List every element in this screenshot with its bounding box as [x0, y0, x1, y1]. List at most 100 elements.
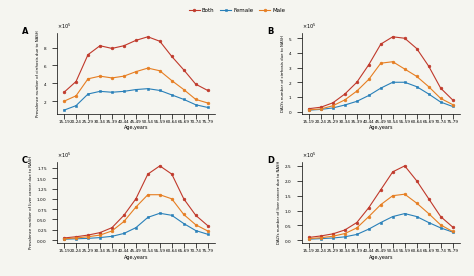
Both: [426, 197, 431, 200]
Both: [450, 225, 456, 229]
Male: [169, 197, 174, 200]
Male: [145, 193, 151, 196]
Both: [73, 235, 79, 238]
Both: [342, 228, 348, 232]
Male: [145, 67, 151, 70]
Line: Both: Both: [63, 164, 209, 239]
Male: [97, 233, 103, 237]
Both: [169, 55, 174, 58]
Both: [426, 65, 431, 68]
Female: [402, 81, 408, 84]
Both: [438, 215, 444, 218]
Male: [402, 193, 408, 196]
Male: [438, 223, 444, 227]
Male: [330, 104, 336, 107]
Male: [85, 77, 91, 81]
Female: [306, 108, 312, 112]
Both: [157, 39, 163, 43]
Male: [450, 103, 456, 106]
X-axis label: Age,years: Age,years: [124, 254, 148, 259]
Both: [390, 170, 396, 174]
Both: [342, 92, 348, 96]
Female: [318, 108, 324, 111]
X-axis label: Age,years: Age,years: [368, 125, 393, 131]
Female: [318, 237, 324, 240]
Male: [181, 213, 187, 216]
Both: [205, 89, 210, 92]
Both: [402, 37, 408, 40]
Both: [85, 233, 91, 237]
Both: [318, 234, 324, 238]
Male: [390, 60, 396, 63]
Male: [378, 62, 383, 65]
Male: [181, 88, 187, 91]
Both: [354, 221, 360, 224]
Male: [73, 236, 79, 240]
Female: [342, 235, 348, 238]
Female: [85, 237, 91, 240]
Line: Female: Female: [308, 81, 454, 112]
Female: [426, 92, 431, 96]
Both: [366, 63, 372, 66]
Female: [145, 216, 151, 219]
Female: [97, 90, 103, 93]
Both: [61, 91, 67, 94]
Female: [97, 236, 103, 239]
Male: [354, 226, 360, 230]
Both: [109, 47, 115, 50]
Male: [193, 223, 199, 226]
Female: [157, 212, 163, 215]
Text: C: C: [22, 156, 28, 165]
Line: Both: Both: [308, 35, 454, 110]
Line: Both: Both: [308, 164, 454, 239]
Female: [306, 238, 312, 241]
Both: [306, 107, 312, 110]
Line: Female: Female: [63, 87, 209, 112]
Both: [157, 164, 163, 168]
Male: [390, 194, 396, 197]
Female: [181, 222, 187, 225]
Both: [450, 98, 456, 102]
Male: [306, 108, 312, 112]
Female: [354, 100, 360, 103]
Female: [61, 238, 67, 241]
Both: [97, 231, 103, 234]
Female: [450, 105, 456, 108]
Both: [121, 214, 127, 217]
Female: [85, 92, 91, 96]
Line: Male: Male: [63, 193, 209, 240]
Both: [145, 172, 151, 176]
Legend: Both, Female, Male: Both, Female, Male: [186, 6, 288, 15]
Both: [330, 232, 336, 235]
Both: [133, 39, 139, 42]
Both: [97, 44, 103, 47]
Both: [378, 188, 383, 191]
Both: [366, 206, 372, 209]
Both: [390, 35, 396, 38]
Male: [426, 212, 431, 215]
Text: D: D: [267, 156, 274, 165]
Y-axis label: Prevalence number of liver cancer due to NASH: Prevalence number of liver cancer due to…: [29, 156, 34, 249]
Both: [73, 80, 79, 83]
Both: [169, 172, 174, 176]
Male: [109, 229, 115, 233]
Both: [330, 101, 336, 104]
Female: [109, 235, 115, 238]
Male: [354, 89, 360, 93]
Female: [169, 214, 174, 217]
Female: [193, 103, 199, 107]
Female: [181, 98, 187, 101]
Male: [342, 232, 348, 235]
Female: [414, 215, 419, 218]
Male: [306, 237, 312, 240]
Female: [366, 227, 372, 231]
Male: [450, 230, 456, 233]
Male: [414, 201, 419, 205]
Female: [73, 237, 79, 240]
Female: [193, 229, 199, 232]
Male: [205, 229, 210, 233]
Line: Female: Female: [63, 212, 209, 241]
Line: Male: Male: [308, 60, 454, 111]
Female: [133, 226, 139, 229]
Both: [205, 224, 210, 227]
